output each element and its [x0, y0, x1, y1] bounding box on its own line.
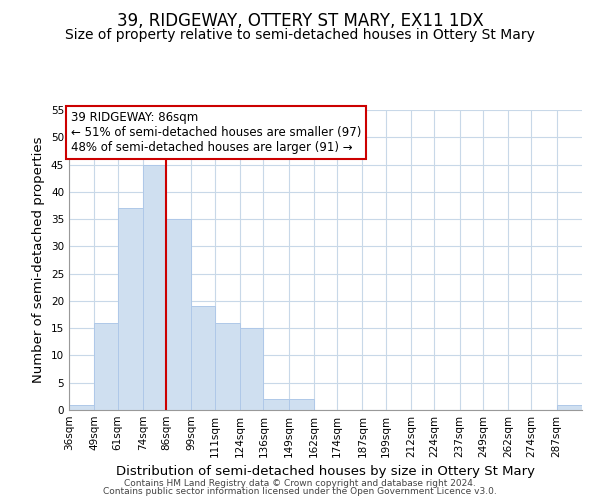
Bar — [191, 306, 215, 410]
Text: Size of property relative to semi-detached houses in Ottery St Mary: Size of property relative to semi-detach… — [65, 28, 535, 42]
X-axis label: Distribution of semi-detached houses by size in Ottery St Mary: Distribution of semi-detached houses by … — [116, 466, 535, 478]
Text: 39, RIDGEWAY, OTTERY ST MARY, EX11 1DX: 39, RIDGEWAY, OTTERY ST MARY, EX11 1DX — [116, 12, 484, 30]
Bar — [118, 208, 143, 410]
Text: Contains public sector information licensed under the Open Government Licence v3: Contains public sector information licen… — [103, 487, 497, 496]
Bar — [215, 322, 240, 410]
Bar — [94, 322, 118, 410]
Bar — [143, 164, 166, 410]
Bar — [263, 399, 289, 410]
Bar — [289, 399, 314, 410]
Text: Contains HM Land Registry data © Crown copyright and database right 2024.: Contains HM Land Registry data © Crown c… — [124, 478, 476, 488]
Bar — [240, 328, 263, 410]
Text: 39 RIDGEWAY: 86sqm
← 51% of semi-detached houses are smaller (97)
48% of semi-de: 39 RIDGEWAY: 86sqm ← 51% of semi-detache… — [71, 111, 361, 154]
Y-axis label: Number of semi-detached properties: Number of semi-detached properties — [32, 136, 46, 383]
Bar — [166, 219, 191, 410]
Bar — [557, 404, 582, 410]
Bar — [69, 404, 94, 410]
